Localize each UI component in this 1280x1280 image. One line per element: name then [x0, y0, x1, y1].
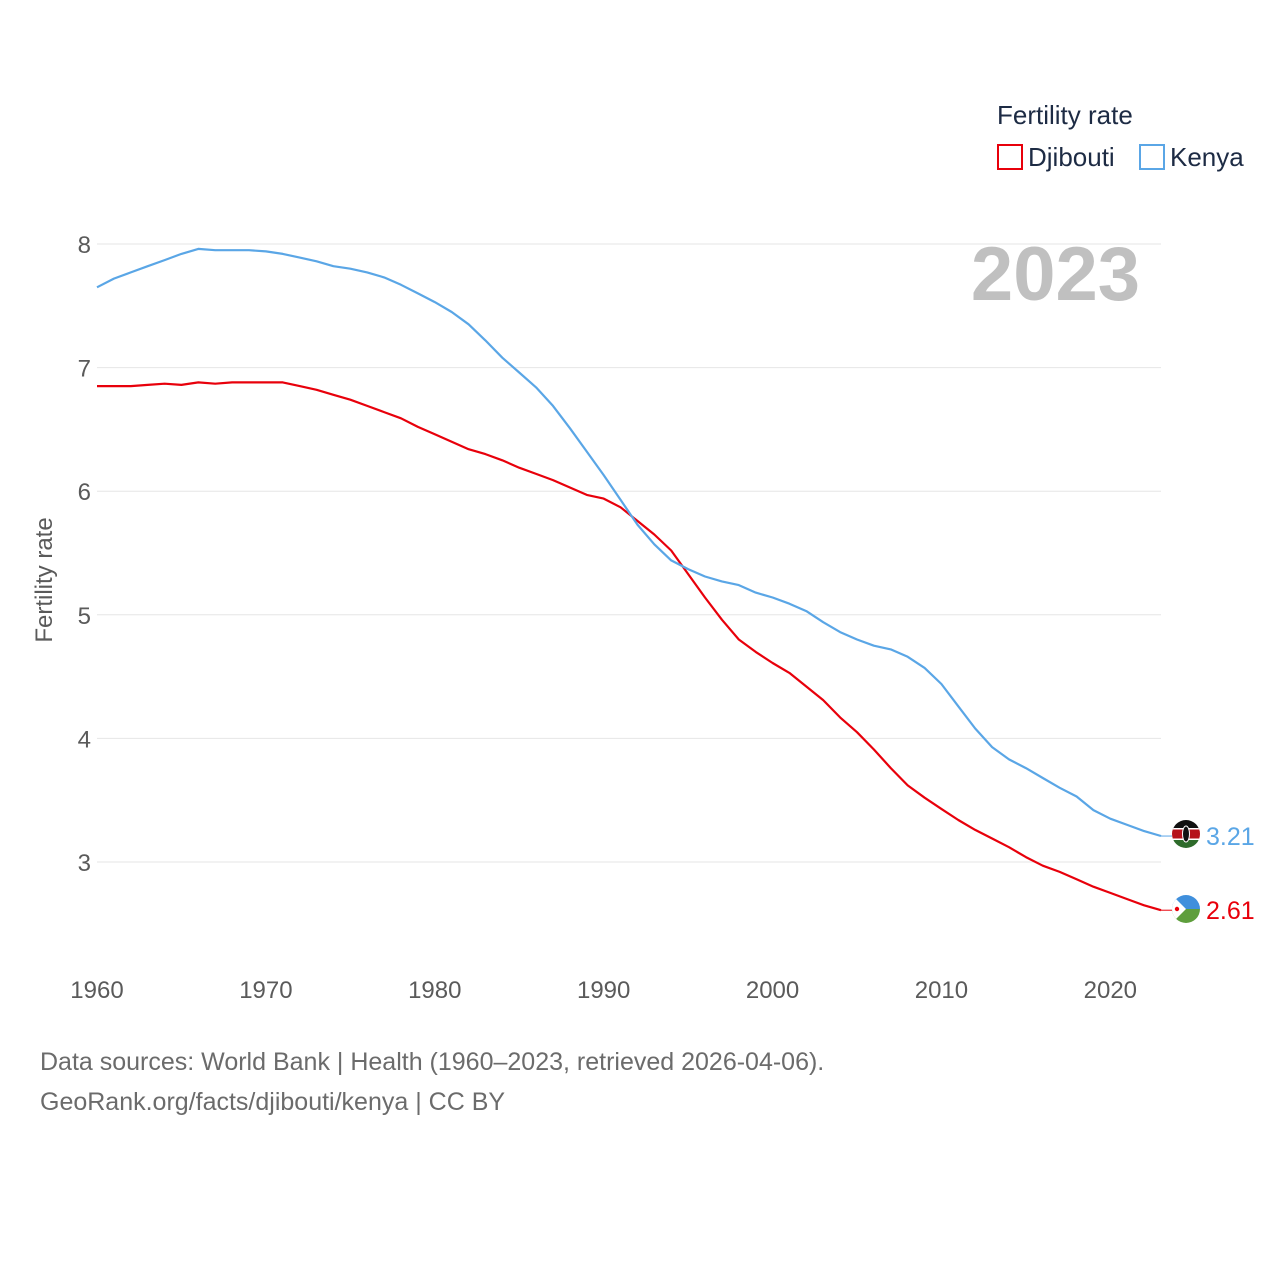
data-source-footer: Data sources: World Bank | Health (1960–…: [40, 1042, 824, 1122]
y-tick-label: 6: [78, 479, 91, 506]
end-value-label-kenya: 3.21: [1206, 823, 1255, 851]
y-tick-label: 8: [78, 232, 91, 259]
gridlines: [97, 243, 1161, 863]
x-tick-label: 1980: [408, 977, 461, 1004]
attribution-link[interactable]: GeoRank.org/facts/djibouti/kenya | CC BY: [40, 1088, 506, 1116]
series-end-markers: 2.61 3.21: [1161, 823, 1255, 925]
legend-title: Fertility rate: [997, 100, 1133, 130]
series-line-djibouti[interactable]: [97, 381, 1162, 912]
y-tick-label: 7: [78, 356, 91, 383]
legend-swatch-djibouti[interactable]: [997, 144, 1023, 170]
series-lines: [96, 247, 1162, 912]
x-tick-label: 1990: [577, 977, 630, 1004]
current-year-label: 2023: [971, 232, 1140, 317]
legend-swatch-kenya[interactable]: [1139, 144, 1165, 170]
y-tick-label: 5: [78, 603, 91, 630]
x-tick-label: 1970: [239, 977, 292, 1004]
y-axis-ticks: 3 4 5 6 7 8: [78, 232, 91, 877]
series-line-kenya[interactable]: [96, 247, 1162, 838]
x-tick-label: 2020: [1084, 977, 1137, 1004]
kenya-flag-icon: [1172, 820, 1200, 848]
x-tick-label: 2000: [746, 977, 799, 1004]
legend: Fertility rate Djibouti Kenya: [997, 100, 1244, 172]
source-line: Data sources: World Bank | Health (1960–…: [40, 1048, 825, 1076]
end-value-label-djibouti: 2.61: [1206, 897, 1255, 925]
x-tick-label: 2010: [915, 977, 968, 1004]
x-tick-label: 1960: [70, 977, 123, 1004]
legend-label-kenya[interactable]: Kenya: [1170, 142, 1244, 172]
x-axis-ticks: 1960 1970 1980 1990 2000 2010 2020: [70, 977, 1137, 1004]
y-tick-label: 4: [78, 726, 91, 753]
y-axis-label: Fertility rate: [31, 517, 58, 642]
legend-label-djibouti[interactable]: Djibouti: [1028, 142, 1115, 172]
y-tick-label: 3: [78, 850, 91, 877]
djibouti-flag-icon: [1172, 895, 1200, 923]
